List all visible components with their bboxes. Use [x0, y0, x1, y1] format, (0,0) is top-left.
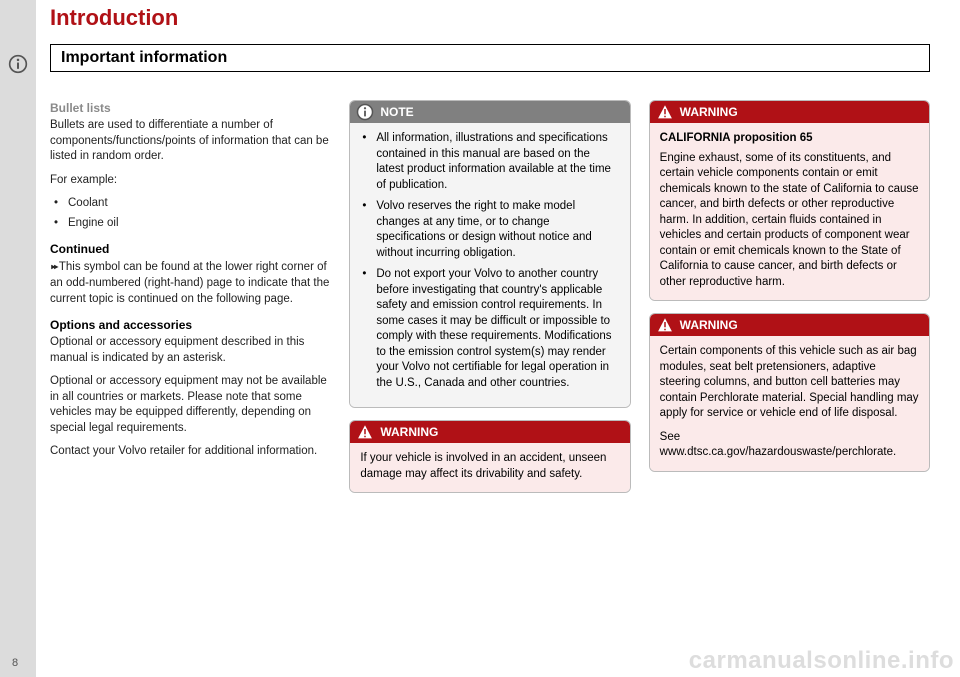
- warning-label: WARNING: [680, 105, 738, 119]
- warning-header: WARNING: [350, 421, 629, 443]
- subhead-options: Options and accessories: [50, 317, 331, 333]
- warning-header: WARNING: [650, 101, 929, 123]
- warning-p2: See www.dtsc.ca.gov/hazardouswaste/perch…: [660, 430, 919, 461]
- warning-p1: Certain components of this vehicle such …: [660, 344, 919, 422]
- warning-callout-3: WARNING Certain components of this vehic…: [649, 313, 930, 472]
- options-p2: Optional or accessory equipment may not …: [50, 374, 331, 436]
- page-number: 8: [12, 657, 18, 669]
- info-icon: [356, 103, 374, 121]
- warning-subhead: CALIFORNIA proposition 65: [660, 131, 919, 147]
- note-label: NOTE: [380, 105, 413, 119]
- subhead-continued: Continued: [50, 241, 331, 257]
- warning-icon: [656, 316, 674, 334]
- continued-symbol-icon: ▸▸: [50, 259, 56, 273]
- warning-text: Engine exhaust, some of its constituents…: [660, 151, 919, 291]
- left-sidebar: [0, 0, 36, 677]
- warning-body: CALIFORNIA proposition 65 Engine exhaust…: [650, 123, 929, 300]
- subhead-bullet-lists: Bullet lists: [50, 100, 331, 116]
- page-title: Introduction: [50, 5, 178, 31]
- continued-para: ▸▸ This symbol can be found at the lower…: [50, 259, 331, 307]
- continued-text: This symbol can be found at the lower ri…: [50, 261, 329, 304]
- bullets-intro: Bullets are used to differentiate a numb…: [50, 118, 331, 165]
- list-item: Do not export your Volvo to another coun…: [360, 267, 619, 391]
- list-item: All information, illustrations and speci…: [360, 131, 619, 193]
- section-heading: Important information: [50, 44, 930, 72]
- warning-icon: [356, 423, 374, 441]
- list-item: Engine oil: [50, 216, 331, 232]
- example-bullets: Coolant Engine oil: [50, 196, 331, 231]
- warning-body: Certain components of this vehicle such …: [650, 336, 929, 471]
- warning-body: If your vehicle is involved in an accide…: [350, 443, 629, 492]
- column-1: Bullet lists Bullets are used to differe…: [50, 100, 331, 505]
- note-body: All information, illustrations and speci…: [350, 123, 629, 407]
- list-item: Volvo reserves the right to make model c…: [360, 199, 619, 261]
- note-header: NOTE: [350, 101, 629, 123]
- warning-callout-2: WARNING CALIFORNIA proposition 65 Engine…: [649, 100, 930, 301]
- warning-header: WARNING: [650, 314, 929, 336]
- list-item: Coolant: [50, 196, 331, 212]
- watermark: carmanualsonline.info: [689, 647, 954, 675]
- warning-icon: [656, 103, 674, 121]
- note-callout: NOTE All information, illustrations and …: [349, 100, 630, 408]
- warning-label: WARNING: [680, 318, 738, 332]
- warning-callout-1: WARNING If your vehicle is involved in a…: [349, 420, 630, 493]
- options-p1: Optional or accessory equipment describe…: [50, 335, 331, 366]
- column-2: NOTE All information, illustrations and …: [349, 100, 630, 505]
- options-p3: Contact your Volvo retailer for addition…: [50, 444, 331, 460]
- info-icon: [8, 54, 28, 74]
- warning-label: WARNING: [380, 425, 438, 439]
- for-example-label: For example:: [50, 173, 331, 189]
- content-columns: Bullet lists Bullets are used to differe…: [50, 100, 930, 505]
- column-3: WARNING CALIFORNIA proposition 65 Engine…: [649, 100, 930, 505]
